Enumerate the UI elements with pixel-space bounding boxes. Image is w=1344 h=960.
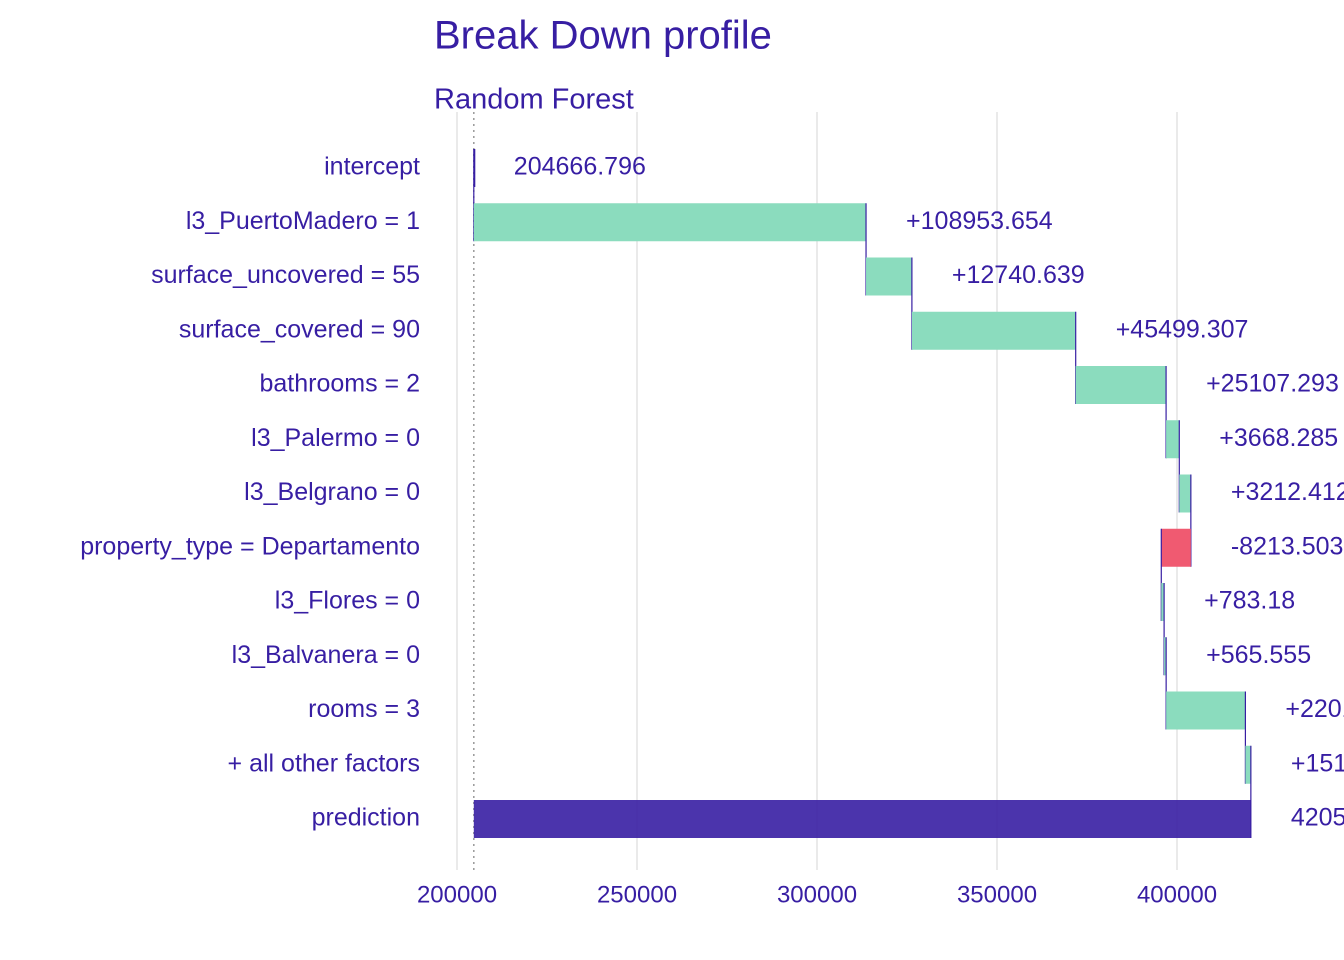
bar	[1179, 474, 1191, 513]
chart-title: Break Down profile	[434, 14, 772, 58]
bar	[866, 257, 912, 296]
category-label: property_type = Departamento	[80, 532, 420, 560]
category-label: bathrooms = 2	[259, 370, 420, 398]
value-label: 420516.4	[1291, 804, 1344, 832]
x-tick-label: 200000	[417, 881, 497, 908]
category-label: l3_Palermo = 0	[251, 424, 420, 452]
value-label: +25107.293	[1206, 370, 1339, 398]
x-tick-label: 400000	[1137, 881, 1217, 908]
value-label: +783.18	[1204, 587, 1295, 615]
category-label: l3_PuertoMadero = 1	[186, 207, 420, 235]
value-label: +12740.639	[952, 261, 1085, 289]
chart-subtitle: Random Forest	[434, 84, 634, 116]
value-label: +3668.285	[1219, 424, 1338, 452]
value-label: +1516	[1291, 749, 1344, 777]
value-label: +108953.654	[906, 207, 1053, 235]
bar	[1161, 583, 1165, 621]
category-label: l3_Balvanera = 0	[232, 641, 420, 669]
category-label: rooms = 3	[308, 695, 420, 723]
bar	[1245, 745, 1251, 784]
value-label: 204666.796	[514, 153, 646, 181]
x-tick-label: 300000	[777, 881, 857, 908]
category-label: surface_covered = 90	[179, 315, 420, 343]
bar	[473, 800, 1251, 838]
x-tick-label: 250000	[597, 881, 677, 908]
category-label: l3_Belgrano = 0	[244, 478, 420, 506]
category-label: prediction	[312, 804, 420, 832]
bar	[473, 149, 476, 187]
category-label: surface_uncovered = 55	[151, 261, 420, 289]
value-label: +565.555	[1206, 641, 1311, 669]
bar	[1164, 637, 1167, 676]
bar	[473, 203, 867, 242]
bar	[1166, 420, 1180, 459]
bar	[1166, 691, 1246, 730]
value-label: +3212.412	[1231, 478, 1344, 506]
value-label: -8213.503	[1231, 532, 1344, 560]
category-label: l3_Flores = 0	[275, 587, 420, 615]
bar	[911, 311, 1076, 350]
x-tick-label: 350000	[957, 881, 1037, 908]
value-label: +45499.307	[1116, 315, 1249, 343]
bar	[1075, 366, 1167, 404]
value-label: +22016.4	[1285, 695, 1344, 723]
bar	[1161, 528, 1191, 567]
category-label: intercept	[324, 153, 420, 181]
category-label: + all other factors	[228, 749, 420, 777]
